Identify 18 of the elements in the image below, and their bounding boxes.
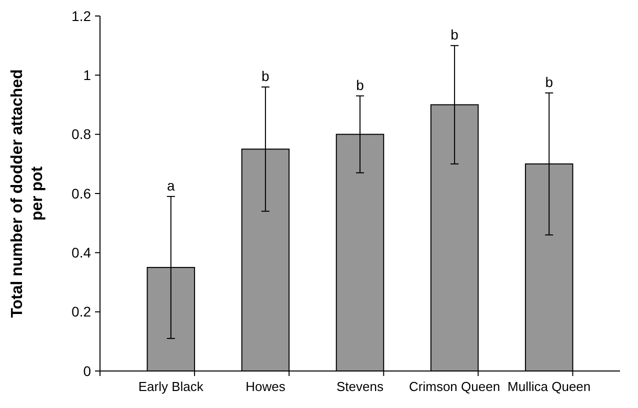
y-tick-label: 0.6 (72, 185, 92, 202)
y-tick-label: 1 (83, 67, 92, 84)
annotation: b (356, 76, 364, 93)
y-axis-title: Total number of dodder attached per pot (9, 69, 46, 318)
x-tick-label: Stevens (336, 379, 384, 394)
annotation: b (262, 68, 270, 84)
x-tick-label: Howes (246, 379, 286, 394)
y-tick-label: 0.8 (72, 126, 92, 142)
annotation: b (545, 74, 554, 90)
y-tick-label: 0.4 (72, 244, 92, 261)
y-tick-label: 1.2 (72, 8, 92, 24)
annotation: a (167, 177, 176, 194)
y-tick-label: 0.2 (72, 304, 92, 320)
annotation: b (450, 26, 459, 43)
x-tick-label: Mullica Queen (508, 379, 591, 394)
y-tick-label: 0 (83, 362, 92, 379)
x-tick-label: Crimson Queen (409, 379, 500, 394)
x-tick-label: Early Black (138, 379, 204, 394)
